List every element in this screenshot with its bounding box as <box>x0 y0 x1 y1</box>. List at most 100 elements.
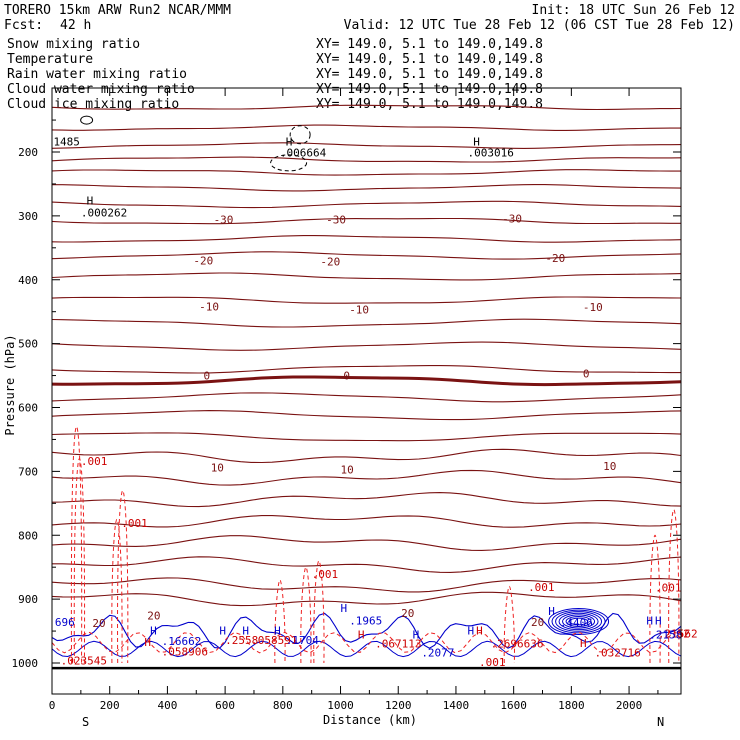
isotherm-line <box>52 556 682 573</box>
legend-xy-range: XY= 149.0, 5.1 to 149.0,149.8 <box>316 52 543 67</box>
legend-entry: Temperature <box>7 52 93 67</box>
valid-time: Valid: 12 UTC Tue 28 Feb 12 (06 CST Tue … <box>344 18 735 33</box>
maximum-marker: H <box>242 624 249 637</box>
temperature-label: 0 <box>343 369 350 382</box>
forecast-label: Fcst: <box>4 18 43 33</box>
rain-water-contour <box>111 518 123 664</box>
cloud-water-contour <box>51 640 682 658</box>
rain-water-label: .001 <box>121 517 148 530</box>
field-legend: Snow mixing ratio XY= 149.0, 5.1 to 149.0… <box>7 37 543 112</box>
cloud-water-label: .1704 <box>286 634 319 647</box>
rain-water-label: .023545 <box>61 654 107 667</box>
y-tick-label: 800 <box>18 529 38 542</box>
rain-water-contour <box>300 566 312 664</box>
temperature-label: -30 <box>502 212 522 225</box>
maximum-marker: H <box>476 624 483 637</box>
cloud-water-max-contour <box>551 609 606 634</box>
temperature-label: -30 <box>326 214 346 227</box>
y-tick-label: 200 <box>18 146 38 159</box>
maximum-marker: H <box>274 624 281 637</box>
temperature-label: 0 <box>583 367 590 380</box>
maximum-marker: H <box>150 624 157 637</box>
isotherm-line <box>51 375 682 387</box>
cloud-water-contour <box>51 612 682 649</box>
isotherm-line <box>51 365 681 374</box>
temperature-label: -10 <box>583 301 603 314</box>
rain-water-label: .001 <box>528 581 555 594</box>
isotherm-line <box>51 251 682 260</box>
maximum-marker: H <box>219 624 226 637</box>
cloud-water-max-contour <box>569 617 589 626</box>
temperature-label: 20 <box>147 610 160 623</box>
y-tick-label: 900 <box>18 593 38 606</box>
cloud-ice-contour <box>270 154 308 172</box>
x-axis-label: Distance (km) <box>323 713 417 727</box>
rain-water-contour <box>117 490 129 664</box>
maximum-marker: H <box>655 615 662 628</box>
cloud-water-label: 696 <box>55 616 75 629</box>
rain-water-label: .2696636 <box>491 638 544 651</box>
isotherm-line <box>51 124 681 131</box>
isotherm-line <box>51 492 682 508</box>
cloud-water-label: .2158 <box>649 629 682 642</box>
x-tick-label: 800 <box>273 699 293 712</box>
temperature-label: 10 <box>211 461 224 474</box>
rain-water-label: .2558 <box>225 634 258 647</box>
plot-area: -30 -30 -30 -20 -20 -20 -10 -10 -10 0 0 0 10 10 10 20 20… <box>51 104 698 670</box>
isotherm-line <box>51 217 681 225</box>
temperature-label: 20 <box>401 607 414 620</box>
cloud-water-max-contour <box>562 614 596 629</box>
cloud-ice-label: .006664 <box>280 146 327 159</box>
isotherm-line <box>52 184 682 192</box>
cloud-water-max-contour <box>558 612 599 631</box>
maximum-marker: H <box>413 629 420 642</box>
isotherm-line <box>51 448 682 464</box>
cloud-water-max-contour <box>555 611 603 632</box>
maximum-marker: H <box>144 636 151 649</box>
rain-water-contour <box>73 458 86 664</box>
rain-water-label: .001 <box>655 581 682 594</box>
snow-contour <box>80 115 94 125</box>
maximum-marker: H <box>87 194 94 207</box>
x-tick-label: 1200 <box>385 699 412 712</box>
isotherm-line <box>51 235 682 243</box>
temperature-label: -30 <box>214 214 234 227</box>
temperature-label: 10 <box>603 460 616 473</box>
temperature-label: -20 <box>545 252 565 265</box>
isotherm-line <box>51 156 682 163</box>
north-label: N <box>657 715 664 729</box>
rain-water-contour <box>668 509 680 664</box>
x-tick-label: 1800 <box>558 699 585 712</box>
cloud-water-label: .4406 <box>560 617 593 630</box>
x-tick-label: 1600 <box>500 699 527 712</box>
isotherm-line <box>51 296 682 304</box>
legend-entry: Cloud ice mixing ratio <box>7 97 179 112</box>
isotherm-line <box>51 392 682 403</box>
isotherm-line <box>51 469 682 486</box>
x-tick-label: 400 <box>157 699 177 712</box>
y-tick-label: 500 <box>18 338 38 351</box>
rain-water-label: .032716 <box>594 647 640 660</box>
cloud-ice-label: .000262 <box>81 207 127 220</box>
cloud-ice-label: .003016 <box>467 146 513 159</box>
y-tick-label: 600 <box>18 402 38 415</box>
cloud-water-label: .16662 <box>162 635 202 648</box>
temperature-label: -20 <box>320 256 340 269</box>
temperature-label: 20 <box>92 617 105 630</box>
isotherm-line <box>51 591 682 607</box>
cloud-water-label: .2077 <box>421 647 454 660</box>
isotherm-line <box>51 410 682 421</box>
x-tick-label: 0 <box>49 699 56 712</box>
maximum-marker: H <box>341 602 348 615</box>
temperature-label: -20 <box>193 254 213 267</box>
rain-water-label: .067113 <box>375 638 421 651</box>
legend-entry: Snow mixing ratio <box>7 37 140 52</box>
rain-water-contour <box>649 534 661 664</box>
model-title: TORERO 15km ARW Run2 NCAR/MMM <box>4 3 231 18</box>
legend-xy-range: XY= 149.0, 5.1 to 149.0,149.8 <box>316 37 543 52</box>
isotherm-line <box>51 515 682 528</box>
y-tick-label: 400 <box>18 274 38 287</box>
axes: 0 200 400 600 800 1000 1200 1400 1600 1800 2000200… <box>12 87 682 712</box>
y-tick-label: 700 <box>18 465 38 478</box>
